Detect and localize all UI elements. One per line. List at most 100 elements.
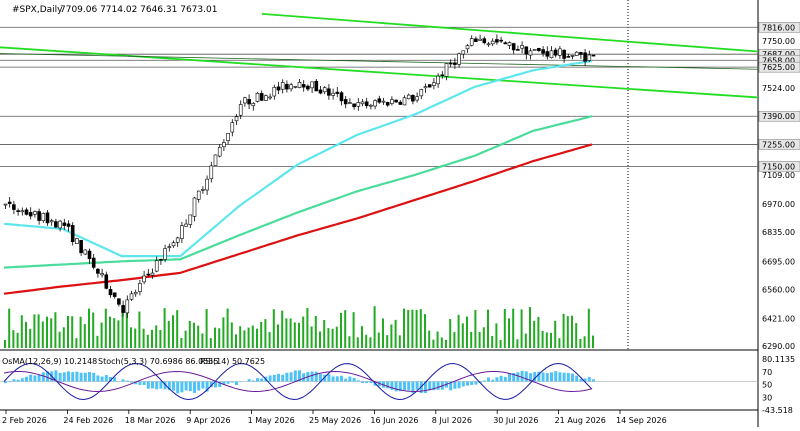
osma-bar bbox=[248, 379, 251, 381]
volume-bar bbox=[172, 315, 174, 348]
volume-bar bbox=[512, 309, 514, 348]
volume-bar bbox=[529, 307, 531, 348]
osma-bar bbox=[466, 382, 469, 386]
osma-bar bbox=[273, 375, 276, 382]
candle-body bbox=[248, 99, 251, 104]
volume-bar bbox=[474, 310, 476, 348]
osma-bar bbox=[8, 382, 11, 383]
candle-body bbox=[134, 292, 137, 294]
rsi-label: RSI(14) 50.7625 bbox=[200, 357, 265, 366]
candle-body bbox=[458, 54, 461, 65]
candle-body bbox=[227, 133, 230, 140]
candle-body bbox=[75, 239, 78, 244]
volume-bar bbox=[12, 330, 14, 348]
volume-bar bbox=[491, 336, 493, 348]
x-tick-label: 30 Jul 2026 bbox=[493, 416, 538, 425]
y-tick-label: 7390.00 bbox=[762, 112, 795, 121]
candle-body bbox=[306, 86, 309, 89]
volume-bar bbox=[42, 322, 44, 348]
candle-body bbox=[470, 39, 473, 46]
candle-body bbox=[432, 83, 435, 86]
volume-bar bbox=[479, 332, 481, 348]
volume-bar bbox=[378, 333, 380, 348]
chart-title: #SPX,Daily bbox=[12, 5, 63, 15]
volume-bar bbox=[336, 327, 338, 348]
osma-bar bbox=[12, 379, 15, 381]
candle-body bbox=[512, 44, 515, 50]
volume-bar bbox=[176, 310, 178, 348]
candle-body bbox=[71, 225, 74, 241]
candle-body bbox=[348, 103, 351, 104]
volume-bar bbox=[584, 336, 586, 348]
volume-bar bbox=[193, 323, 195, 348]
volume-bar bbox=[264, 319, 266, 348]
volume-bar bbox=[218, 328, 220, 348]
candle-body bbox=[80, 240, 83, 252]
osma-bar bbox=[474, 382, 477, 385]
volume-bar bbox=[281, 311, 283, 348]
volume-bar bbox=[344, 310, 346, 348]
osma-bar bbox=[88, 372, 91, 381]
candle-body bbox=[252, 103, 255, 105]
osma-bar bbox=[353, 378, 356, 382]
candle-body bbox=[151, 273, 154, 275]
osma-bar bbox=[546, 373, 549, 381]
volume-bar bbox=[206, 309, 208, 348]
volume-bar bbox=[424, 314, 426, 348]
candle-body bbox=[403, 98, 406, 105]
candle-body bbox=[336, 92, 339, 93]
volume-bar bbox=[294, 322, 296, 348]
x-tick-label: 21 Aug 2026 bbox=[555, 416, 606, 425]
osma-bar bbox=[92, 373, 95, 382]
candle-body bbox=[273, 87, 276, 96]
volume-bar bbox=[17, 333, 19, 348]
volume-bar bbox=[579, 339, 581, 348]
volume-bar bbox=[462, 323, 464, 348]
volume-bar bbox=[458, 315, 460, 348]
candle-body bbox=[537, 48, 540, 50]
candle-body bbox=[407, 95, 410, 99]
volume-bar bbox=[592, 336, 594, 348]
candle-body bbox=[143, 276, 146, 282]
volume-bar bbox=[361, 326, 363, 348]
osma-bar bbox=[592, 379, 595, 381]
osma-bar bbox=[437, 382, 440, 390]
y-tick-label: 7255.00 bbox=[762, 140, 795, 149]
candle-body bbox=[54, 222, 57, 228]
candle-body bbox=[395, 100, 398, 102]
candle-body bbox=[298, 82, 301, 87]
y-tick-label: 7816.00 bbox=[762, 23, 795, 32]
osma-bar bbox=[256, 378, 259, 381]
osma-bar bbox=[96, 375, 99, 381]
candle-body bbox=[12, 205, 15, 210]
candle-body bbox=[176, 238, 179, 242]
volume-bar bbox=[75, 338, 77, 348]
candle-body bbox=[193, 198, 196, 216]
osma-bar bbox=[500, 376, 503, 382]
volume-bar bbox=[54, 312, 56, 348]
candle-body bbox=[235, 117, 238, 121]
y-tick-label: 7109.00 bbox=[762, 171, 795, 180]
osma-bar bbox=[235, 382, 238, 385]
candle-body bbox=[584, 53, 587, 62]
osma-bar bbox=[311, 372, 314, 382]
candle-body bbox=[201, 189, 204, 190]
candle-body bbox=[138, 283, 141, 291]
y-tick-label: 6835.00 bbox=[762, 228, 795, 237]
volume-bar bbox=[235, 334, 237, 348]
candle-body bbox=[567, 56, 570, 57]
candle-body bbox=[487, 44, 490, 45]
osma-bar bbox=[75, 372, 78, 382]
candle-body bbox=[579, 52, 582, 54]
candle-body bbox=[508, 43, 511, 46]
candle-body bbox=[441, 75, 444, 76]
osma-bar bbox=[495, 377, 498, 381]
osma-bar bbox=[327, 374, 330, 381]
volume-bar bbox=[420, 309, 422, 348]
candle-body bbox=[315, 81, 318, 91]
candle-body bbox=[239, 104, 242, 115]
candle-body bbox=[411, 95, 414, 101]
volume-bar bbox=[516, 339, 518, 348]
volume-bar bbox=[369, 337, 371, 348]
